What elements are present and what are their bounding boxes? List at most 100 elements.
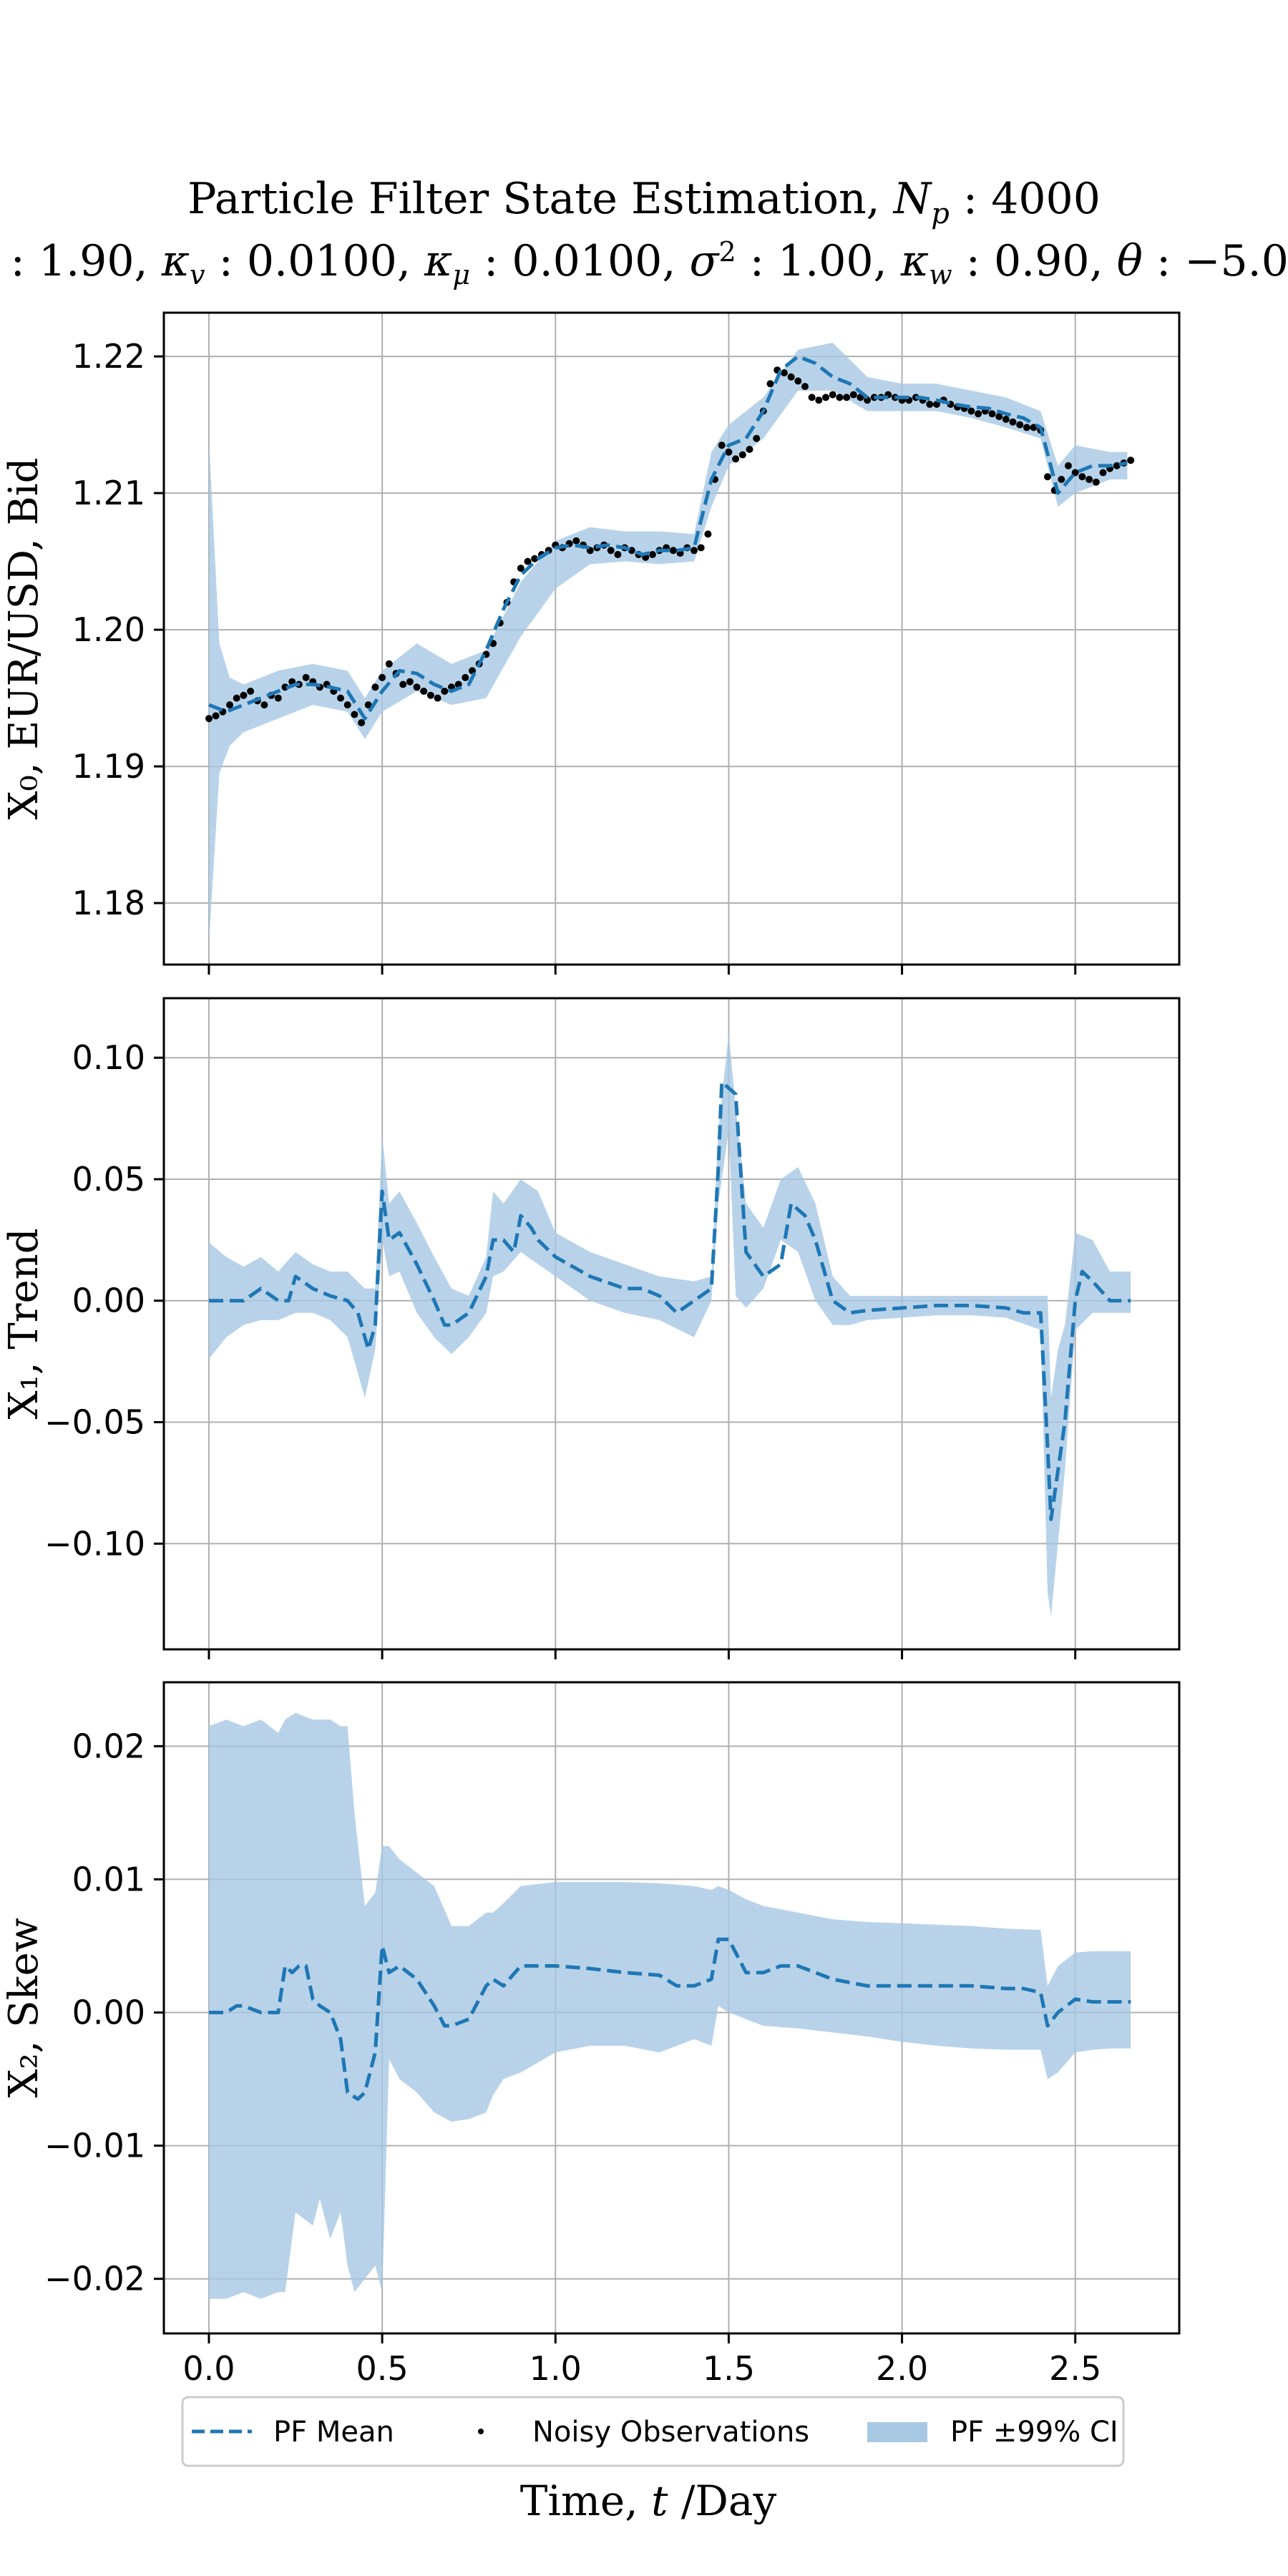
observation-point [343, 701, 351, 709]
observation-point [607, 547, 615, 555]
panel-x2-skew: 0.0 0.5 1.0 1.5 2.0 2.5 −0.02 −0.01 0.00 0.01 0.02… [1, 1681, 1181, 2388]
observation-point [801, 383, 809, 391]
observation-point [385, 660, 393, 668]
observation-point [302, 673, 310, 681]
observation-point [1113, 462, 1121, 469]
observation-point [371, 683, 379, 691]
observation-point [746, 446, 753, 453]
observation-point [531, 555, 539, 562]
observation-point [787, 373, 795, 381]
observation-point [212, 712, 220, 720]
legend-obs-label: Noisy Observations [532, 2416, 809, 2449]
y-tick-label: −0.01 [44, 2127, 145, 2165]
observation-point [732, 455, 740, 463]
observation-point [572, 537, 580, 545]
observation-point [829, 391, 836, 399]
y-tick-label: 0.01 [72, 1860, 145, 1898]
observation-point [967, 407, 975, 415]
axes-frame [162, 311, 1181, 966]
observation-point [260, 701, 268, 709]
observation-point [794, 377, 802, 385]
observation-point [233, 694, 240, 702]
observation-point [822, 394, 829, 401]
observation-point [1085, 476, 1093, 483]
observation-point [933, 401, 940, 408]
figure-title-line2: β : 1.90, κv : 0.0100, κμ : 0.0100, σ2 :… [0, 236, 1288, 291]
observation-point [406, 678, 414, 686]
observation-point [337, 694, 344, 702]
observation-point [247, 688, 255, 695]
y-axis-label: X₀, EUR/USD, Bid [1, 458, 47, 820]
x-tick-label: 2.0 [876, 2349, 928, 2388]
x-tick-label: 2.5 [1049, 2349, 1101, 2388]
observation-point [988, 410, 996, 418]
observation-point [1127, 457, 1135, 464]
observation-point [426, 691, 434, 699]
y-tick-label: 1.22 [72, 337, 145, 376]
y-axis-label: X₂, Skew [1, 1918, 47, 2097]
y-tick-label: −0.10 [44, 1524, 145, 1563]
observation-point [1009, 418, 1017, 426]
observation-point [441, 688, 449, 695]
x-tick-label: 0.0 [182, 2349, 235, 2388]
panel-x0-price: 1.18 1.19 1.20 1.21 1.22 X₀, EUR/USD, Bid [1, 311, 1181, 975]
observation-point [462, 673, 469, 681]
legend-mean-label: PF Mean [273, 2416, 394, 2449]
figure-title-line1: Particle Filter State Estimation, Np : 4… [187, 174, 1101, 230]
y-tick-label: 1.21 [72, 474, 145, 512]
observation-point [766, 380, 774, 388]
observation-point [975, 410, 982, 418]
observation-point [648, 551, 656, 558]
y-tick-label: 1.18 [72, 884, 145, 922]
legend-ci-swatch [867, 2422, 927, 2442]
axes-frame [162, 997, 1181, 1651]
observation-point [753, 434, 761, 442]
y-tick-label: 0.05 [72, 1160, 145, 1199]
observation-point [926, 401, 934, 408]
legend-obs-swatch [478, 2429, 484, 2434]
observation-point [351, 711, 358, 718]
y-tick-label: 0.00 [72, 1994, 145, 2032]
observation-point [614, 551, 622, 558]
observation-point [995, 413, 1003, 421]
pf-mean-line [208, 354, 1128, 721]
legend-ci-label: PF ±99% CI [950, 2416, 1118, 2449]
observation-point [843, 394, 851, 401]
axes-frame [162, 1681, 1181, 2335]
ci-band [209, 1712, 1131, 2299]
x-axis-label: Time, t /Day [520, 2477, 777, 2525]
y-tick-label: −0.05 [44, 1403, 145, 1442]
panel-x1-trend: −0.10 −0.05 0.00 0.05 0.10 X₁, Trend [1, 997, 1181, 1659]
y-tick-label: 1.19 [72, 747, 145, 786]
y-tick-label: −0.02 [44, 2260, 145, 2298]
y-tick-label: 0.02 [72, 1727, 145, 1765]
observation-point [669, 547, 677, 555]
observation-point [738, 451, 746, 459]
observation-point [1065, 462, 1072, 469]
observation-point [808, 394, 816, 401]
observation-point [1078, 473, 1086, 481]
observation-point [691, 547, 698, 555]
y-tick-label: 0.00 [72, 1282, 145, 1320]
observation-point [1099, 469, 1107, 477]
observation-point [364, 701, 372, 709]
observation-point [524, 557, 532, 565]
x-tick-label: 0.5 [356, 2349, 409, 2388]
legend-frame [181, 2396, 1125, 2467]
observation-point [517, 565, 525, 572]
observation-point [836, 394, 844, 401]
observation-point [399, 680, 407, 688]
observation-point [379, 673, 386, 681]
observation-point [1002, 416, 1010, 423]
observation-point [1023, 424, 1030, 431]
observation-point [718, 441, 726, 449]
observation-point [434, 694, 441, 702]
observation-point [1044, 473, 1051, 481]
observation-point [1016, 421, 1024, 429]
observation-point [780, 369, 788, 376]
observation-point [1071, 469, 1079, 477]
observation-point [240, 691, 248, 699]
observation-point [358, 719, 366, 726]
observation-point [413, 683, 421, 691]
